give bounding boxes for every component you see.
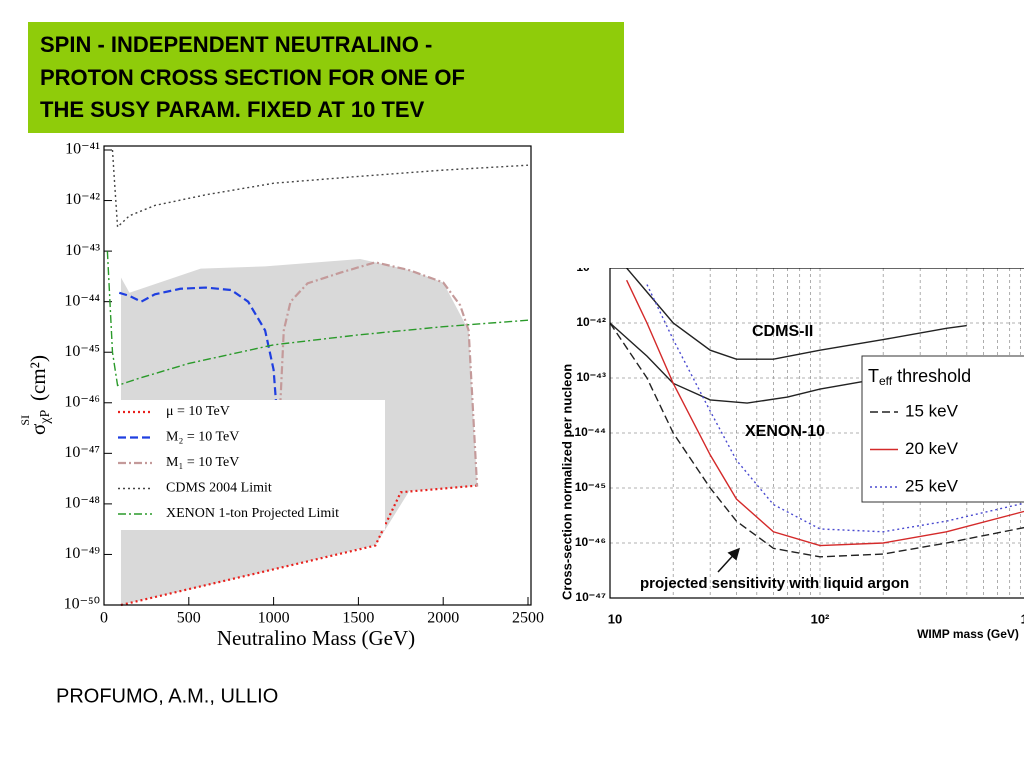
- series-line: [277, 261, 479, 487]
- x-tick-label: 10²: [811, 611, 830, 626]
- y-tick-label: 10⁻⁴⁴: [574, 425, 606, 439]
- x-tick-label: 0: [100, 610, 108, 627]
- y-tick-label: 10⁻⁴²: [576, 315, 606, 329]
- title-line: PROTON CROSS SECTION FOR ONE OF: [40, 65, 465, 90]
- x-axis-label: WIMP mass (GeV): [917, 627, 1019, 641]
- y-axis-label-unit: (cm²): [26, 355, 50, 401]
- x-tick-label: 2000: [427, 610, 459, 627]
- legend-label: CDMS 2004 Limit: [166, 481, 272, 496]
- series-line: [118, 286, 280, 439]
- y-tick-label: 10⁻⁴⁵: [575, 480, 606, 494]
- series-line: [111, 149, 529, 229]
- series-line: [120, 484, 478, 607]
- x-tick-label: 1000: [258, 610, 290, 627]
- y-axis-label: Cross-section normalized per nucleon: [559, 364, 574, 600]
- legend-title-rest: threshold: [897, 366, 971, 386]
- y-tick-label: 10⁻⁴⁷: [575, 590, 606, 604]
- series-annotation: CDMS-II: [752, 323, 813, 340]
- legend-label: μ = 10 TeV: [166, 404, 230, 419]
- annotation: projected sensitivity with liquid argon: [640, 575, 909, 592]
- legend-box: [861, 355, 1024, 503]
- series-line: [106, 251, 529, 387]
- y-tick-label: 10⁻⁴²: [65, 191, 100, 208]
- title-box: [28, 22, 624, 133]
- legend-label: 15 keV: [905, 401, 959, 420]
- y-axis-label-sub: χP: [38, 409, 53, 424]
- caption: PROFUMO, A.M., ULLIO: [56, 685, 278, 707]
- legend-label: XENON 1-ton Projected Limit: [166, 506, 339, 521]
- x-tick-label: 10³: [1021, 611, 1024, 626]
- x-tick-label: 1500: [342, 610, 374, 627]
- x-tick-label: 10: [608, 611, 622, 626]
- title-line: SPIN - INDEPENDENT NEUTRALINO -: [40, 32, 432, 57]
- y-tick-label: 10⁻⁴⁸: [64, 495, 100, 512]
- y-tick-label: 10⁻⁵⁰: [64, 596, 100, 613]
- x-tick-label: 2500: [512, 610, 544, 627]
- series-annotation: XENON-10: [745, 423, 825, 440]
- y-axis-label-symbol: σ: [26, 424, 50, 435]
- legend-title-sub: eff: [879, 374, 893, 388]
- legend-box: [112, 400, 385, 530]
- legend-title: Teff threshold: [868, 366, 971, 388]
- left-chart: 10⁻⁵⁰ 10⁻⁴⁹ 10⁻⁴⁸ 10⁻⁴⁷ 10⁻⁴⁶ 10⁻⁴⁵ 10⁻⁴⁴ 10⁻⁴³…: [18, 141, 544, 650]
- legend-title-main: T: [868, 366, 879, 386]
- y-tick-label: 10⁻⁴⁷: [64, 444, 100, 461]
- y-axis-label-sup: SI: [18, 415, 32, 426]
- title-line: THE SUSY PARAM. FIXED AT 10 TEV: [40, 97, 425, 122]
- plot-frame: [103, 145, 532, 606]
- legend-label: 20 keV: [905, 439, 959, 458]
- y-tick-label: 10⁻⁴¹: [65, 141, 100, 158]
- series-line: [626, 268, 967, 360]
- series-line: [625, 279, 1024, 547]
- y-tick-label: 10⁻⁴¹: [576, 260, 606, 274]
- x-tick-label: 500: [177, 610, 201, 627]
- series-line: [609, 322, 1024, 558]
- legend-label: M₁ = 10 TeV: [166, 455, 239, 470]
- right-chart: 10⁻⁴⁷ 10⁻⁴⁶ 10⁻⁴⁵ 10⁻⁴⁴ 10⁻⁴³ 10⁻⁴² 10⁻⁴¹ 10 10²…: [559, 260, 1024, 648]
- annotation-arrow: [717, 547, 741, 573]
- y-tick-label: 10⁻⁴⁴: [64, 292, 100, 309]
- legend-label: 25 keV: [905, 476, 959, 495]
- y-tick-label: 10⁻⁴⁹: [64, 545, 100, 562]
- y-tick-label: 10⁻⁴³: [65, 242, 100, 259]
- plot-frame: [609, 268, 1024, 599]
- x-axis-label: Neutralino Mass (GeV): [217, 626, 415, 650]
- y-tick-label: 10⁻⁴⁵: [64, 343, 100, 360]
- y-tick-label: 10⁻⁴⁶: [64, 393, 100, 410]
- legend-label: M₂ = 10 TeV: [166, 430, 239, 445]
- y-tick-label: 10⁻⁴³: [576, 370, 606, 384]
- y-tick-label: 10⁻⁴⁶: [575, 535, 606, 549]
- y-axis-label: σχP SI (cm²): [18, 355, 53, 435]
